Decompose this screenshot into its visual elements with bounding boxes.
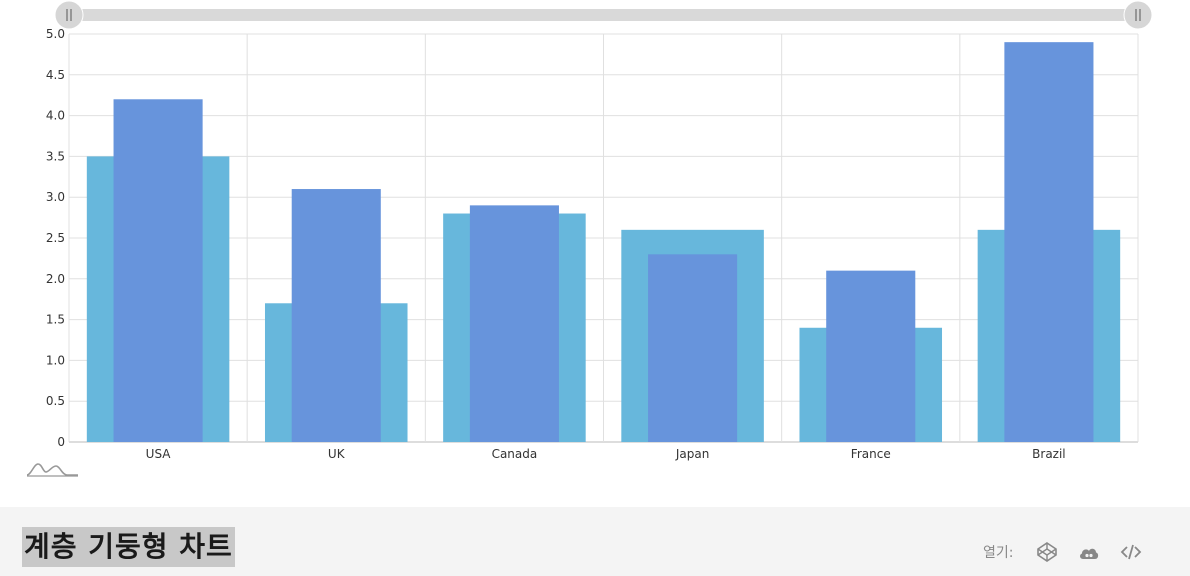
page-title: 계층 기둥형 차트 [22,527,235,567]
y-tick-label: 2.5 [46,231,65,245]
scrollbar-track[interactable] [70,9,1138,21]
y-tick-label: 5.0 [46,27,65,41]
grid [68,33,1139,443]
bar-series-2[interactable] [826,270,916,442]
y-tick-label: 0 [57,435,65,449]
bar-series-2[interactable] [648,254,738,442]
scrollbar-end-grip[interactable] [1123,0,1153,30]
bar-series-2[interactable] [113,99,203,442]
scrollbar-start-grip[interactable] [54,0,84,30]
y-tick-label: 3.5 [46,149,65,163]
y-tick-label: 0.5 [46,394,65,408]
bar-series-2[interactable] [1004,42,1094,442]
axis-labels: 0 0.5 1.0 1.5 2.0 2.5 3.0 3.5 4.0 4.5 5.0 USA UK Cana… [46,27,1066,461]
x-tick-label: Japan [675,447,709,461]
y-tick-label: 3.0 [46,190,65,204]
x-tick-label: France [851,447,891,461]
bar-series-2[interactable] [469,205,559,442]
x-tick-label: Brazil [1032,447,1066,461]
x-tick-label: USA [146,447,172,461]
cloud-icon[interactable] [1076,540,1102,564]
y-tick-label: 2.0 [46,272,65,286]
codepen-icon[interactable] [1034,540,1060,564]
bar-series-2[interactable] [291,189,381,442]
y-tick-label: 1.5 [46,313,65,327]
footer: 계층 기둥형 차트 열기: [0,507,1190,576]
chart: 0 0.5 1.0 1.5 2.0 2.5 3.0 3.5 4.0 4.5 5.0 USA UK Cana… [46,0,1153,461]
x-tick-label: UK [328,447,346,461]
open-label: 열기: [983,545,1014,561]
code-icon[interactable] [1118,540,1144,564]
scrollbar[interactable] [54,0,1153,30]
amcharts-logo-icon [26,463,78,477]
y-tick-label: 4.0 [46,109,65,123]
x-tick-label: Canada [492,447,538,461]
bars [86,42,1121,442]
y-tick-label: 1.0 [46,353,65,367]
y-tick-label: 4.5 [46,68,65,82]
